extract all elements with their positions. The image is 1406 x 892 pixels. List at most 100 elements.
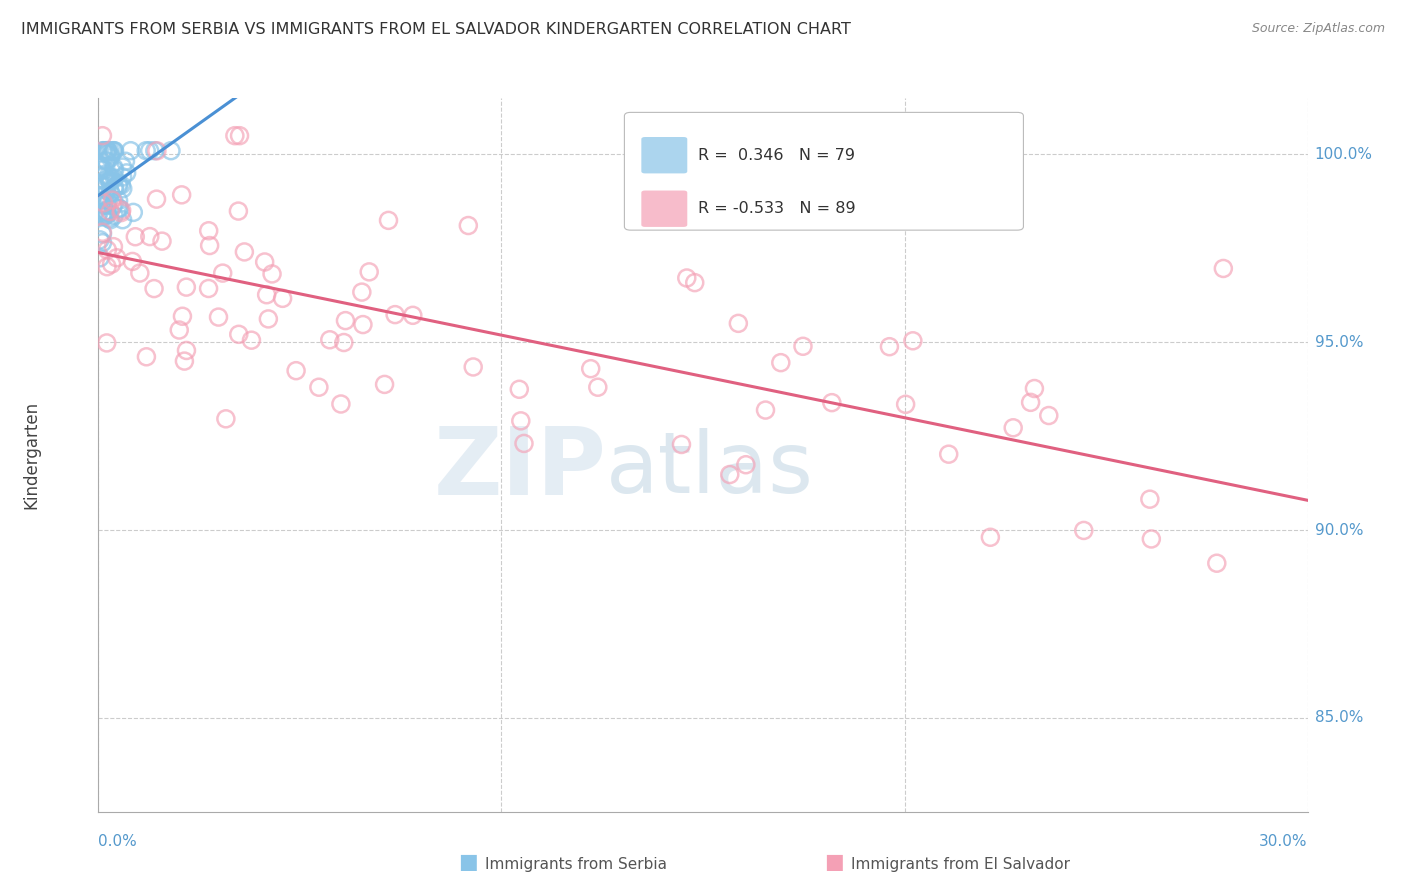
Point: [98, 145, 121, 159]
Text: Immigrants from El Salvador: Immigrants from El Salvador: [851, 857, 1070, 872]
Text: 100.0%: 100.0%: [1315, 147, 1372, 162]
Point: [101, 193, 124, 207]
Point: [107, 194, 129, 208]
Point: [727, 317, 749, 331]
Point: [105, 251, 128, 265]
Text: 95.0%: 95.0%: [1315, 334, 1362, 350]
Point: [94, 208, 117, 222]
Point: [111, 160, 134, 174]
Text: 90.0%: 90.0%: [1315, 523, 1362, 538]
Point: [901, 334, 924, 348]
Text: ZIP: ZIP: [433, 423, 606, 516]
Text: ■: ■: [458, 853, 478, 872]
Point: [91, 197, 114, 211]
Point: [96, 144, 118, 158]
Point: [228, 327, 250, 342]
Point: [103, 163, 125, 178]
Point: [374, 377, 396, 392]
Point: [93, 162, 115, 177]
Point: [463, 359, 485, 374]
Point: [96, 208, 118, 222]
Point: [329, 397, 352, 411]
Point: [98, 173, 121, 187]
Point: [103, 240, 125, 254]
Point: [160, 144, 183, 158]
Point: [90, 177, 112, 191]
Point: [224, 128, 246, 143]
Point: [671, 437, 693, 451]
Point: [128, 266, 150, 280]
Point: [100, 170, 122, 185]
Point: [1002, 421, 1025, 435]
Point: [335, 313, 357, 327]
FancyBboxPatch shape: [624, 112, 1024, 230]
Point: [145, 192, 167, 206]
Point: [103, 209, 125, 223]
Point: [107, 179, 129, 194]
Point: [150, 234, 173, 248]
Point: [215, 412, 238, 426]
Text: 30.0%: 30.0%: [1260, 834, 1308, 849]
Point: [1073, 524, 1095, 538]
Point: [89, 188, 111, 202]
Point: [271, 291, 294, 305]
Point: [253, 255, 276, 269]
Point: [139, 229, 162, 244]
Point: [138, 144, 160, 158]
Point: [103, 180, 125, 194]
Text: Immigrants from Serbia: Immigrants from Serbia: [485, 857, 666, 872]
Point: [821, 395, 844, 409]
Point: [754, 403, 776, 417]
Point: [352, 318, 374, 332]
Point: [90, 162, 112, 177]
Point: [111, 212, 134, 227]
Text: Source: ZipAtlas.com: Source: ZipAtlas.com: [1251, 22, 1385, 36]
Point: [91, 227, 114, 241]
Point: [402, 308, 425, 322]
Point: [285, 364, 308, 378]
Point: [198, 238, 221, 252]
Point: [93, 180, 115, 194]
Point: [93, 195, 115, 210]
Text: Kindergarten: Kindergarten: [22, 401, 39, 509]
Point: [110, 178, 132, 192]
Point: [135, 350, 157, 364]
Point: [228, 204, 250, 219]
Point: [94, 187, 117, 202]
Point: [124, 229, 146, 244]
Point: [100, 257, 122, 271]
Text: 85.0%: 85.0%: [1315, 710, 1362, 725]
Point: [97, 144, 120, 158]
Point: [98, 204, 121, 219]
Point: [100, 186, 122, 200]
Point: [1038, 409, 1060, 423]
Point: [96, 153, 118, 168]
Point: [675, 271, 697, 285]
Point: [91, 144, 114, 158]
Point: [94, 204, 117, 219]
Point: [1212, 261, 1234, 276]
Text: R =  0.346   N = 79: R = 0.346 N = 79: [699, 148, 855, 162]
Point: [176, 343, 198, 358]
Point: [143, 144, 166, 158]
Point: [94, 167, 117, 181]
Point: [89, 251, 111, 265]
Point: [98, 211, 121, 225]
Point: [91, 206, 114, 220]
Point: [91, 225, 114, 239]
Point: [108, 202, 131, 216]
Point: [146, 144, 169, 158]
Point: [197, 224, 219, 238]
Point: [384, 308, 406, 322]
Point: [683, 276, 706, 290]
Text: IMMIGRANTS FROM SERBIA VS IMMIGRANTS FROM EL SALVADOR KINDERGARTEN CORRELATION C: IMMIGRANTS FROM SERBIA VS IMMIGRANTS FRO…: [21, 22, 851, 37]
Point: [103, 182, 125, 196]
Point: [100, 148, 122, 162]
Point: [91, 235, 114, 250]
Point: [96, 205, 118, 219]
Point: [207, 310, 229, 324]
Point: [103, 144, 125, 158]
Point: [91, 144, 114, 158]
Point: [176, 280, 198, 294]
Text: 0.0%: 0.0%: [98, 834, 138, 849]
